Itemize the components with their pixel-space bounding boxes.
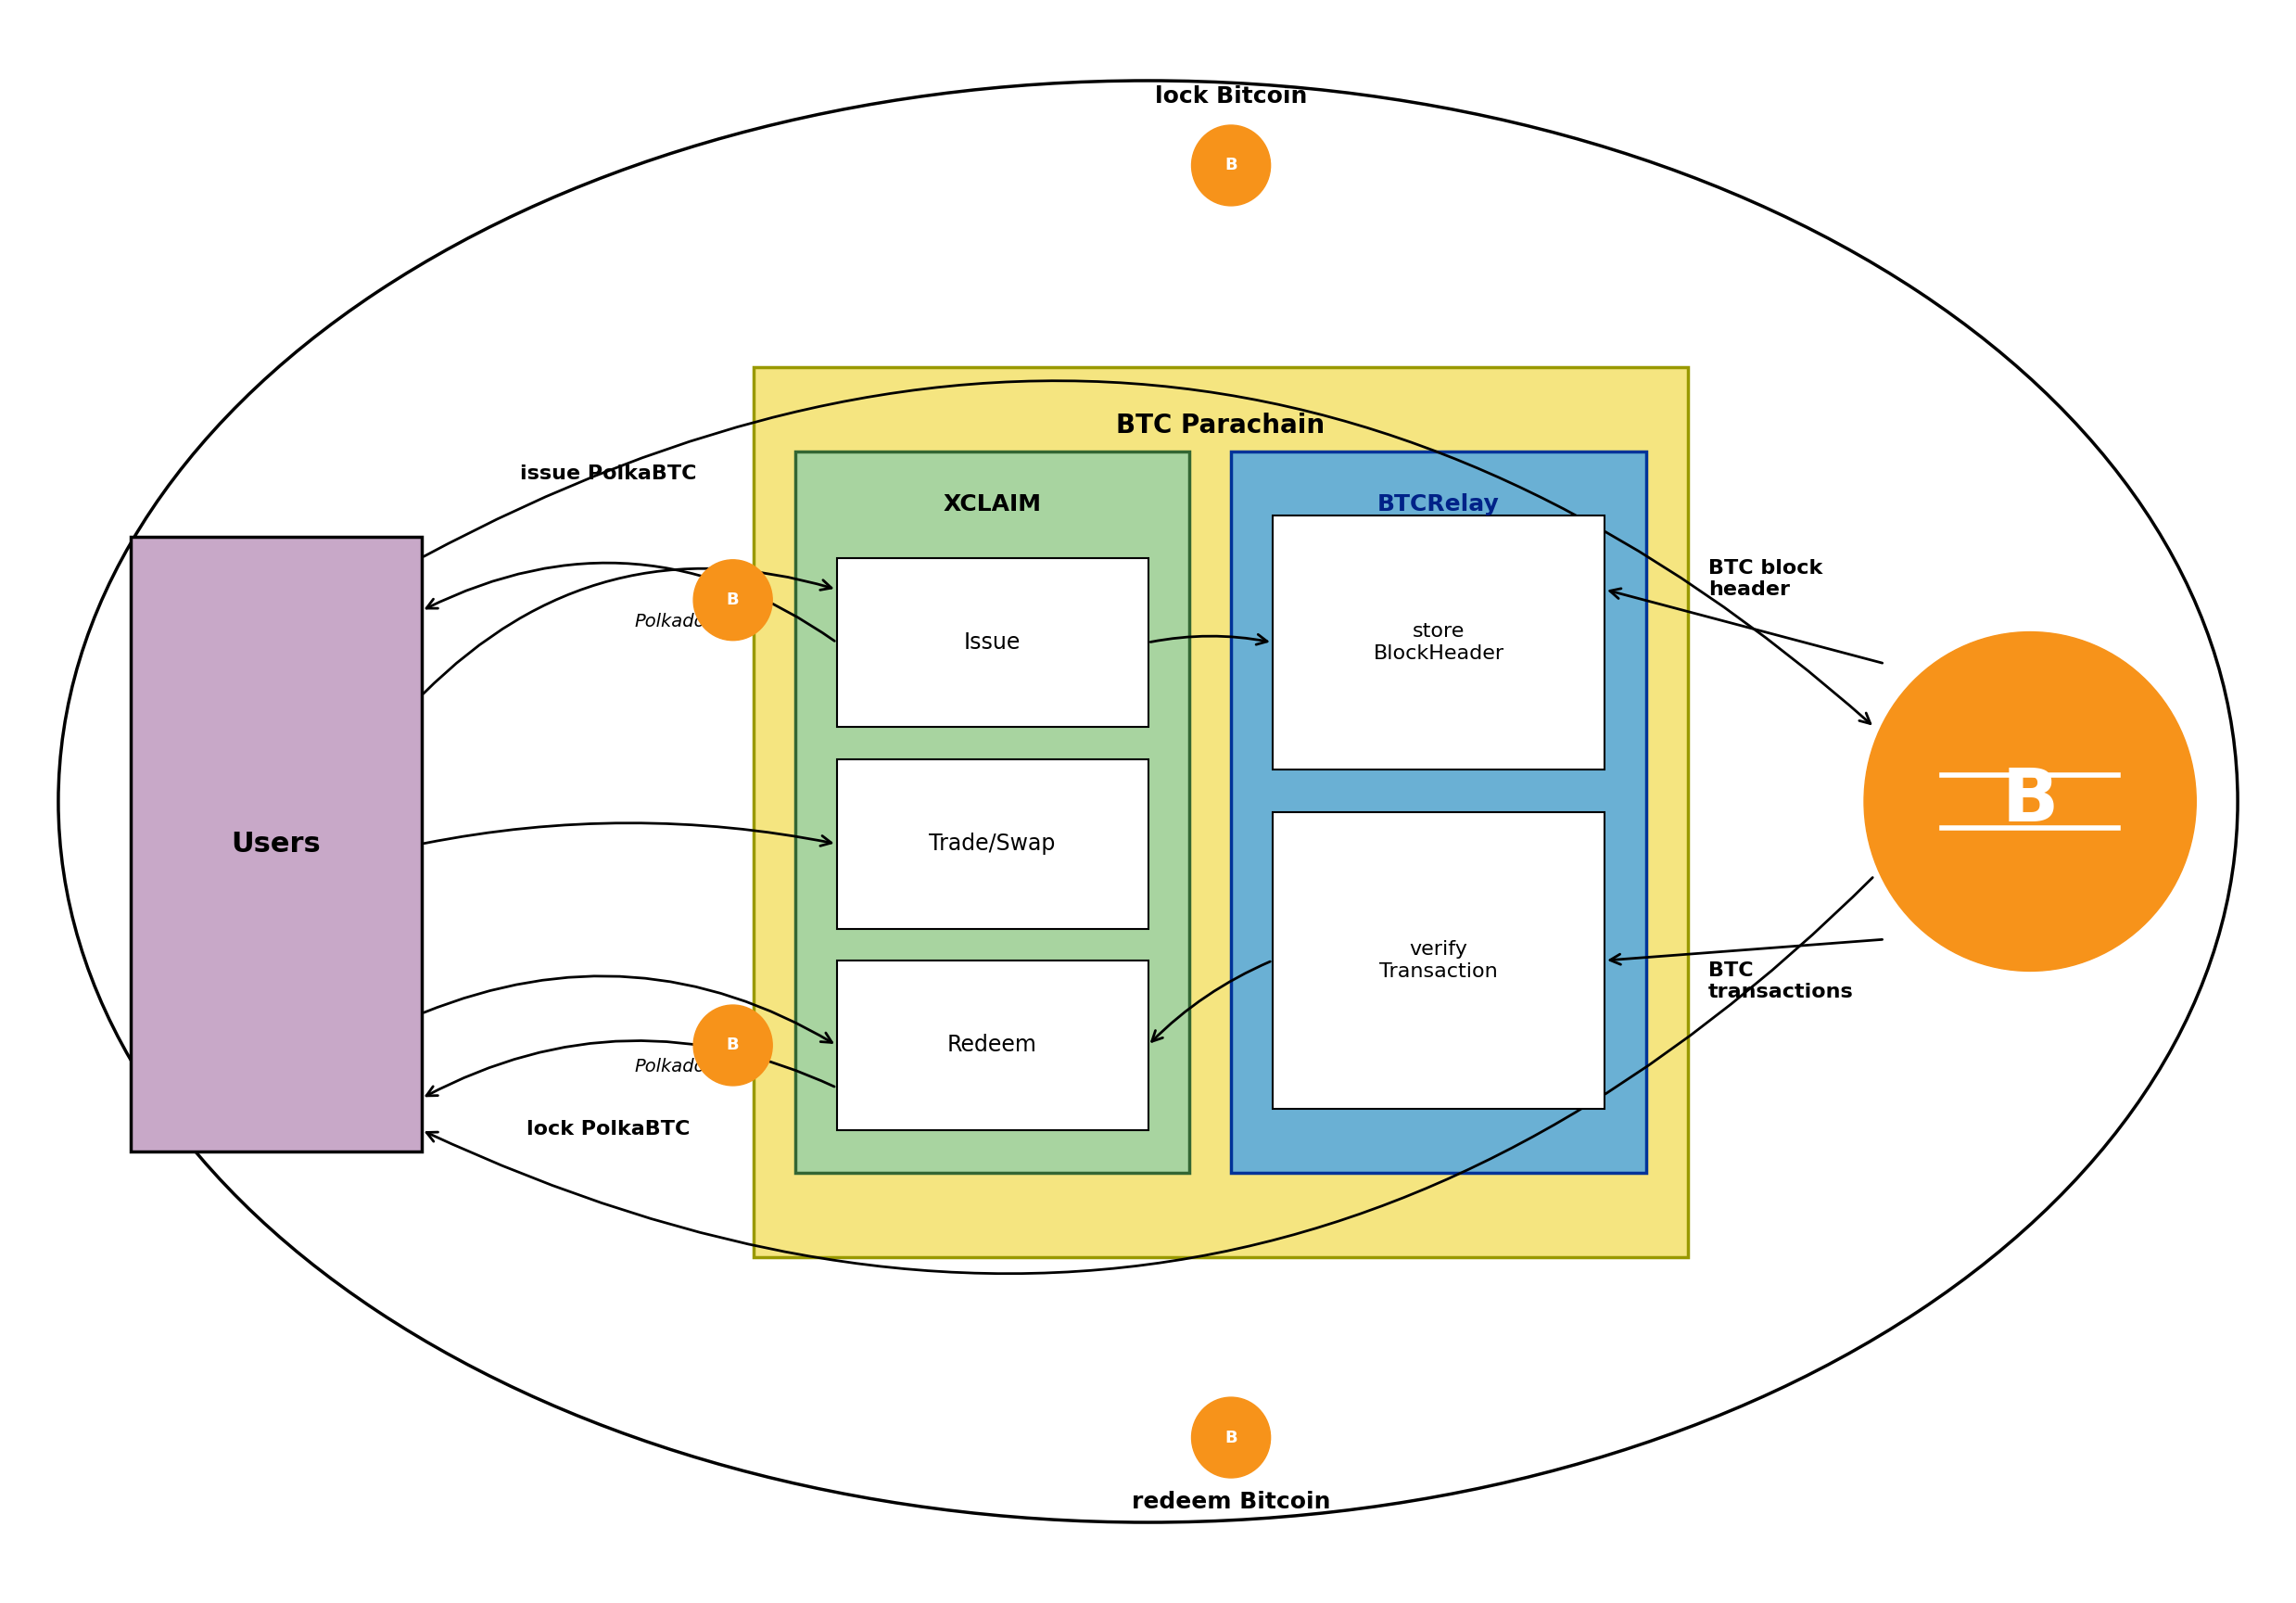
Text: Users: Users xyxy=(232,830,321,858)
Circle shape xyxy=(693,559,771,640)
Text: lock Bitcoin: lock Bitcoin xyxy=(1155,85,1306,107)
Circle shape xyxy=(1192,125,1270,205)
FancyBboxPatch shape xyxy=(836,558,1148,728)
Text: B: B xyxy=(726,592,739,609)
Text: Polkadot.: Polkadot. xyxy=(634,612,719,630)
Circle shape xyxy=(693,1005,771,1085)
FancyBboxPatch shape xyxy=(1272,813,1605,1109)
FancyBboxPatch shape xyxy=(1272,515,1605,769)
Circle shape xyxy=(1864,632,2197,971)
Text: B: B xyxy=(726,1037,739,1053)
Text: B: B xyxy=(1224,1430,1238,1446)
Text: Trade/Swap: Trade/Swap xyxy=(930,834,1056,854)
Text: B: B xyxy=(1224,157,1238,173)
Text: BTC
transactions: BTC transactions xyxy=(1708,962,1853,1002)
Text: Redeem: Redeem xyxy=(948,1034,1038,1056)
Text: XCLAIM: XCLAIM xyxy=(944,494,1042,516)
Text: BTC block
header: BTC block header xyxy=(1708,559,1823,600)
Circle shape xyxy=(1192,1398,1270,1478)
Text: redeem Bitcoin: redeem Bitcoin xyxy=(1132,1491,1329,1513)
Text: BTCRelay: BTCRelay xyxy=(1378,494,1499,516)
Text: lock PolkaBTC: lock PolkaBTC xyxy=(526,1119,691,1138)
Text: Polkadot.: Polkadot. xyxy=(634,1058,719,1076)
FancyBboxPatch shape xyxy=(753,367,1688,1257)
Text: issue PolkaBTC: issue PolkaBTC xyxy=(521,465,696,484)
FancyBboxPatch shape xyxy=(794,452,1189,1172)
Text: verify
Transaction: verify Transaction xyxy=(1380,941,1497,981)
Text: store
BlockHeader: store BlockHeader xyxy=(1373,622,1504,662)
Text: B: B xyxy=(2002,765,2060,838)
FancyBboxPatch shape xyxy=(131,537,422,1151)
FancyBboxPatch shape xyxy=(836,960,1148,1130)
FancyBboxPatch shape xyxy=(836,760,1148,928)
Text: Issue: Issue xyxy=(964,632,1022,654)
Text: BTC Parachain: BTC Parachain xyxy=(1116,412,1325,438)
FancyBboxPatch shape xyxy=(1231,452,1646,1172)
